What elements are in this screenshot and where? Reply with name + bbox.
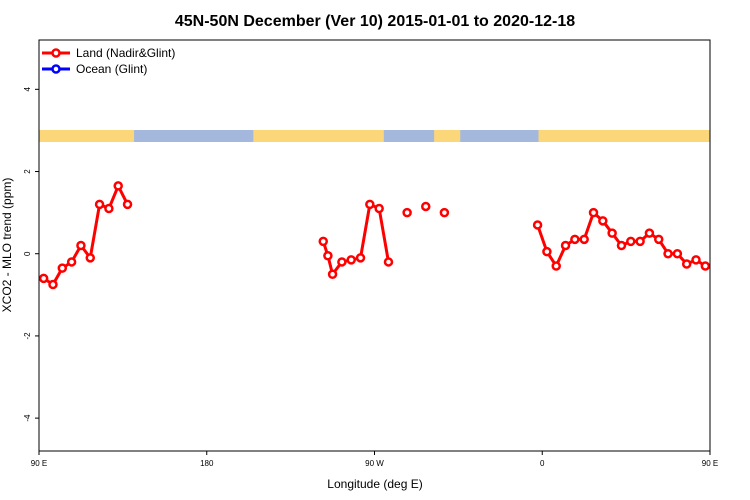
data-point: [327, 269, 338, 280]
data-point: [579, 234, 589, 245]
data-point: [38, 273, 49, 284]
data-point: [374, 203, 384, 214]
data-point: [560, 240, 571, 251]
land-band-segment: [253, 130, 384, 142]
series-layer: [38, 181, 711, 290]
data-point: [598, 216, 608, 226]
legend-marker: [51, 48, 61, 58]
data-point: [355, 253, 366, 263]
data-point: [653, 234, 664, 245]
data-point: [85, 253, 96, 263]
data-point: [700, 261, 711, 271]
legend-marker: [51, 64, 61, 74]
land-band-segment: [434, 130, 461, 142]
y-tick-label: 2: [23, 169, 32, 174]
data-point: [318, 236, 328, 247]
data-point: [383, 257, 394, 267]
x-tick-label: 90 E: [31, 459, 47, 468]
y-axis: -4 -2 0 2 4: [23, 87, 39, 422]
data-point: [570, 234, 580, 245]
land-ocean-band: [39, 130, 710, 142]
data-point: [76, 240, 86, 251]
data-point: [616, 240, 627, 251]
x-tick-label: 90 E: [702, 459, 718, 468]
x-tick-label: 180: [200, 459, 214, 468]
data-point: [104, 203, 114, 214]
data-point: [672, 248, 683, 259]
data-point: [542, 246, 552, 257]
data-point: [94, 199, 105, 210]
data-point: [421, 201, 431, 212]
data-point: [532, 220, 543, 230]
data-point: [337, 257, 347, 267]
legend-label: Ocean (Glint): [76, 62, 147, 76]
data-point: [551, 261, 561, 271]
x-tick-label: 0: [540, 459, 545, 468]
chart-title: 45N-50N December (Ver 10) 2015-01-01 to …: [175, 13, 575, 30]
data-point: [402, 207, 412, 218]
legend: Land (Nadir&Glint) Ocean (Glint): [42, 46, 175, 76]
y-axis-label: XCO2 - MLO trend (ppm): [0, 178, 14, 313]
data-point: [691, 255, 701, 265]
land-band-segment: [39, 130, 135, 142]
y-tick-label: -2: [23, 332, 32, 340]
x-axis-label: Longitude (deg E): [327, 477, 422, 491]
data-point: [122, 199, 133, 210]
y-tick-label: -4: [23, 414, 32, 422]
x-tick-label: 90 W: [365, 459, 384, 468]
data-point: [681, 259, 692, 269]
data-point: [626, 236, 636, 247]
plot-frame: [38, 39, 711, 452]
x-axis: 90 E 180 90 W 0 90 E: [31, 451, 718, 468]
y-tick-label: 4: [23, 87, 32, 92]
data-point: [644, 228, 655, 238]
legend-label: Land (Nadir&Glint): [76, 46, 175, 60]
data-point: [57, 263, 68, 273]
data-point: [365, 199, 375, 210]
data-point: [346, 255, 356, 265]
data-point: [607, 228, 617, 238]
series-line: [42, 184, 129, 287]
data-point: [66, 257, 77, 267]
series-line: [536, 211, 707, 268]
land-band-segment: [538, 130, 710, 142]
data-point: [663, 248, 673, 259]
data-point: [635, 236, 645, 247]
data-point: [48, 279, 58, 290]
data-point: [323, 251, 333, 261]
data-point: [113, 181, 123, 191]
data-point: [439, 207, 450, 218]
data-point: [588, 207, 599, 218]
y-tick-label: 0: [23, 251, 32, 256]
series-line: [321, 202, 390, 276]
